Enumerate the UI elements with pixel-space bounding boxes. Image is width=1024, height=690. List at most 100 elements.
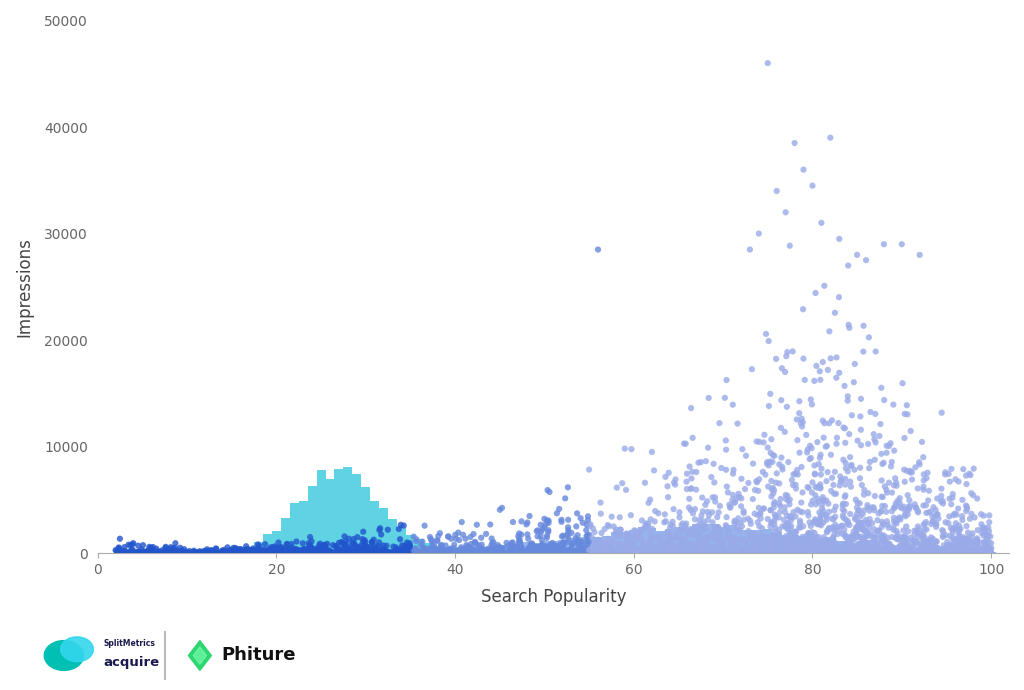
Point	[855, 548, 871, 559]
Point	[720, 524, 736, 535]
Point	[349, 545, 366, 556]
Point	[422, 548, 438, 559]
Point	[603, 539, 620, 550]
Point	[965, 545, 981, 556]
Point	[231, 544, 248, 555]
Point	[302, 545, 318, 556]
Bar	[513, 544, 522, 553]
Point	[954, 511, 971, 522]
Point	[647, 540, 664, 551]
Point	[328, 546, 344, 558]
Point	[804, 487, 820, 498]
Point	[697, 524, 714, 535]
Point	[653, 547, 670, 558]
Point	[859, 500, 876, 511]
Point	[673, 548, 689, 559]
Point	[938, 530, 954, 541]
Point	[573, 548, 590, 559]
Point	[912, 540, 929, 551]
Point	[841, 543, 857, 554]
Point	[915, 527, 932, 538]
Point	[850, 548, 866, 559]
Point	[815, 492, 831, 503]
Point	[221, 547, 238, 558]
Point	[630, 547, 646, 558]
Point	[649, 548, 666, 559]
Point	[673, 546, 689, 557]
Point	[773, 546, 790, 557]
Point	[809, 519, 825, 530]
Point	[787, 483, 804, 494]
Point	[529, 545, 546, 556]
Point	[553, 541, 569, 552]
Point	[746, 508, 763, 519]
Point	[142, 542, 159, 553]
Point	[979, 540, 995, 551]
Point	[812, 519, 828, 530]
Point	[155, 547, 171, 558]
Point	[785, 548, 802, 559]
Point	[208, 548, 224, 559]
Point	[521, 511, 538, 522]
Point	[836, 454, 852, 465]
Point	[479, 544, 496, 555]
Point	[203, 548, 219, 559]
Point	[881, 477, 897, 489]
Point	[977, 529, 993, 540]
Point	[786, 537, 803, 548]
Point	[722, 502, 738, 513]
Point	[629, 546, 645, 557]
Point	[900, 526, 916, 537]
Point	[918, 500, 934, 511]
Point	[841, 546, 857, 558]
Point	[815, 535, 831, 546]
Point	[130, 540, 146, 551]
Point	[231, 546, 248, 558]
Point	[919, 536, 935, 547]
Point	[700, 547, 717, 558]
Point	[811, 546, 827, 558]
Point	[462, 548, 478, 559]
Point	[801, 538, 817, 549]
Point	[973, 543, 989, 554]
Point	[518, 519, 535, 530]
Point	[825, 538, 842, 549]
Point	[964, 531, 980, 542]
Point	[439, 546, 456, 558]
Point	[312, 538, 329, 549]
Point	[889, 534, 905, 545]
Point	[343, 548, 359, 559]
Point	[904, 474, 921, 485]
Point	[669, 546, 685, 557]
Point	[314, 546, 331, 558]
Point	[807, 482, 823, 493]
Point	[316, 543, 333, 554]
Point	[699, 547, 716, 558]
Point	[842, 452, 858, 463]
Point	[728, 544, 744, 555]
Point	[867, 346, 884, 357]
Point	[553, 514, 569, 525]
Point	[542, 544, 558, 555]
Point	[781, 499, 798, 510]
Point	[764, 546, 780, 557]
Point	[957, 546, 974, 558]
Point	[792, 544, 808, 555]
Point	[788, 464, 805, 475]
Point	[959, 548, 976, 559]
Point	[265, 544, 282, 555]
Point	[618, 545, 635, 556]
Point	[928, 522, 944, 533]
Bar	[853, 543, 861, 553]
Point	[966, 548, 982, 559]
Point	[258, 546, 274, 558]
Point	[313, 542, 330, 553]
Point	[331, 538, 347, 549]
Point	[794, 421, 810, 432]
Point	[167, 546, 183, 558]
Point	[703, 530, 720, 541]
Point	[913, 436, 930, 447]
Point	[229, 547, 246, 558]
Point	[341, 543, 357, 554]
Point	[862, 547, 879, 558]
